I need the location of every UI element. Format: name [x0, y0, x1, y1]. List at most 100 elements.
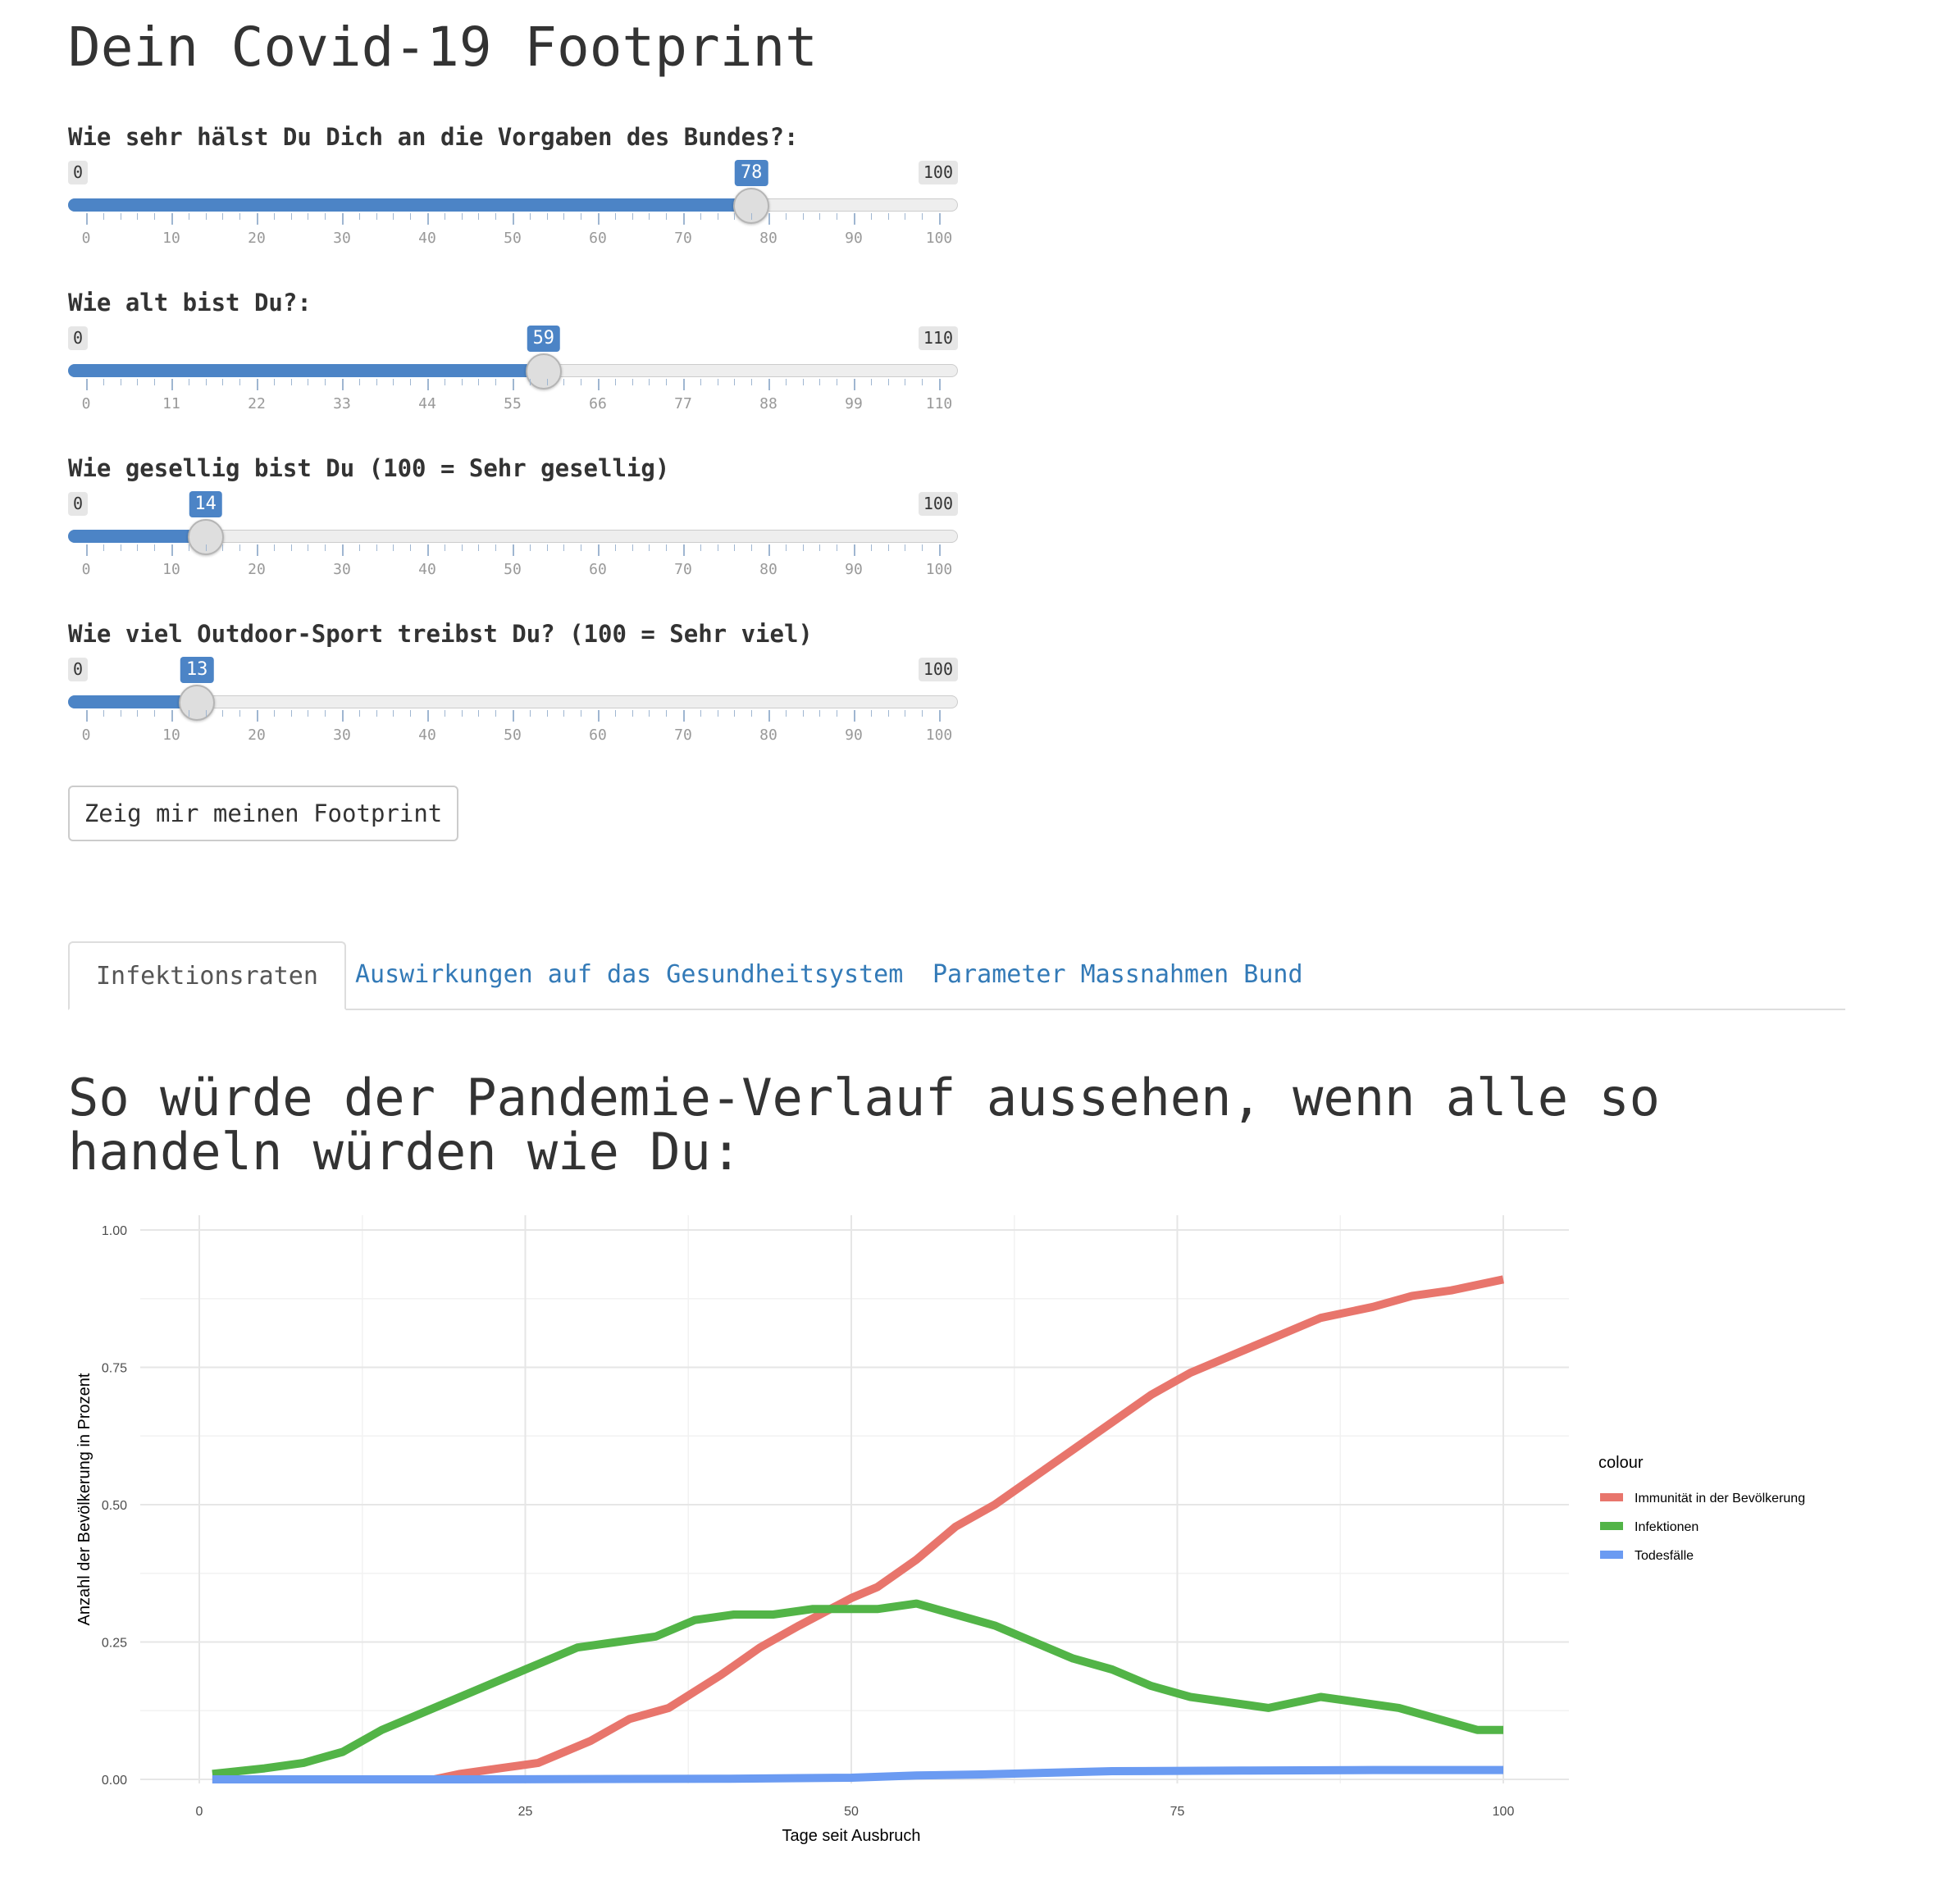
- slider-label: Wie gesellig bist Du (100 = Sehr geselli…: [68, 454, 670, 482]
- slider-minor-tick: [103, 379, 104, 385]
- slider-minor-tick: [154, 379, 156, 385]
- slider-2[interactable]: Wie alt bist Du?: 0 110 59 0 11 22 33 44 55 66 77 88…: [68, 289, 958, 436]
- slider-major-tick: [427, 213, 429, 225]
- slider-minor-tick: [922, 544, 923, 551]
- slider-handle[interactable]: [179, 685, 216, 721]
- slider-minor-tick: [461, 710, 463, 717]
- slider-minor-tick: [325, 379, 326, 385]
- slider-tick-label: 90: [845, 230, 863, 247]
- slider-tick-label: 33: [333, 395, 351, 412]
- slider-minor-tick: [478, 213, 480, 220]
- slider-minor-tick: [819, 544, 821, 551]
- slider-minor-tick: [802, 379, 804, 385]
- slider-tick-label: 77: [674, 395, 692, 412]
- slider-tick-label: 22: [248, 395, 266, 412]
- slider-tick-label: 100: [925, 561, 953, 578]
- slider-handle[interactable]: [525, 353, 562, 389]
- slider-major-tick: [513, 213, 514, 225]
- slider-minor-tick: [239, 544, 241, 551]
- slider-minor-tick: [546, 213, 548, 220]
- slider-major-tick: [854, 213, 855, 225]
- y-tick-label: 1.00: [102, 1224, 127, 1238]
- slider-minor-tick: [273, 544, 275, 551]
- slider-major-tick: [257, 710, 258, 722]
- x-tick-label: 25: [518, 1805, 533, 1819]
- slider-major-tick: [513, 379, 514, 390]
- slider-minor-tick: [154, 213, 156, 220]
- slider-tick-label: 50: [504, 727, 522, 744]
- slider-minor-tick: [700, 710, 701, 717]
- slider-minor-tick: [461, 544, 463, 551]
- slider-minor-tick: [785, 379, 787, 385]
- slider-minor-tick: [751, 710, 753, 717]
- slider-minor-tick: [273, 379, 275, 385]
- section-heading: So würde der Pandemie-Verlauf aussehen, …: [68, 1068, 1661, 1182]
- slider-minor-tick: [325, 710, 326, 717]
- slider-minor-tick: [649, 379, 650, 385]
- slider-minor-tick: [922, 213, 923, 220]
- tab-auswirkungen-gesundheitsystem[interactable]: Auswirkungen auf das Gesundheitsystem: [355, 960, 904, 989]
- slider-minor-tick: [734, 710, 736, 717]
- slider-minor-tick: [870, 544, 872, 551]
- show-footprint-button[interactable]: Zeig mir meinen Footprint: [68, 786, 458, 841]
- slider-tick-label: 11: [162, 395, 180, 412]
- slider-minor-tick: [751, 213, 753, 220]
- slider-tick-label: 0: [81, 395, 91, 412]
- slider-minor-tick: [614, 213, 616, 220]
- slider-minor-tick: [461, 213, 463, 220]
- slider-min-label: 0: [68, 492, 89, 516]
- slider-minor-tick: [546, 544, 548, 551]
- slider-minor-tick: [819, 710, 821, 717]
- slider-minor-tick: [529, 544, 531, 551]
- slider-label: Wie sehr hälst Du Dich an die Vorgaben d…: [68, 123, 799, 151]
- slider-major-tick: [598, 544, 600, 556]
- slider-major-tick: [86, 710, 88, 722]
- slider-minor-tick: [495, 213, 497, 220]
- slider-minor-tick: [154, 710, 156, 717]
- slider-minor-tick: [376, 213, 377, 220]
- slider-minor-tick: [137, 710, 139, 717]
- slider-major-tick: [683, 710, 685, 722]
- slider-max-label: 100: [918, 492, 958, 516]
- slider-minor-tick: [273, 213, 275, 220]
- slider-major-tick: [768, 544, 770, 556]
- slider-tick-label: 110: [925, 395, 953, 412]
- slider-tick-label: 10: [162, 230, 180, 247]
- slider-minor-tick: [563, 379, 565, 385]
- slider-tick-label: 100: [925, 230, 953, 247]
- slider-minor-tick: [273, 710, 275, 717]
- slider-3[interactable]: Wie gesellig bist Du (100 = Sehr geselli…: [68, 454, 958, 602]
- slider-4[interactable]: Wie viel Outdoor-Sport treibst Du? (100 …: [68, 620, 958, 768]
- slider-minor-tick: [666, 379, 668, 385]
- slider-minor-tick: [358, 379, 360, 385]
- slider-tick-label: 99: [845, 395, 863, 412]
- y-tick-label: 0.75: [102, 1362, 127, 1376]
- slider-minor-tick: [649, 213, 650, 220]
- x-axis-title: Tage seit Ausbruch: [782, 1827, 921, 1845]
- slider-minor-tick: [290, 710, 292, 717]
- slider-tick-label: 10: [162, 727, 180, 744]
- x-tick-label: 100: [1493, 1805, 1515, 1819]
- y-axis-title: Anzahl der Bevölkerung in Prozent: [75, 1373, 93, 1625]
- slider-major-tick: [427, 379, 429, 390]
- slider-minor-tick: [137, 379, 139, 385]
- slider-tick-label: 60: [589, 230, 607, 247]
- slider-major-tick: [342, 710, 344, 722]
- slider-tick-label: 70: [674, 727, 692, 744]
- slider-minor-tick: [376, 710, 377, 717]
- slider-major-tick: [342, 213, 344, 225]
- slider-1[interactable]: Wie sehr hälst Du Dich an die Vorgaben d…: [68, 123, 958, 271]
- slider-minor-tick: [358, 710, 360, 717]
- slider-minor-tick: [887, 379, 889, 385]
- series-line-3: [212, 1765, 1503, 1783]
- slider-major-tick: [683, 213, 685, 225]
- slider-major-tick: [86, 544, 88, 556]
- slider-tick-label: 80: [759, 561, 777, 578]
- legend-label-1: Immunität in der Bevölkerung: [1635, 1492, 1805, 1505]
- tab-infektionsraten[interactable]: Infektionsraten: [68, 941, 346, 1010]
- slider-major-tick: [854, 710, 855, 722]
- tab-parameter-massnahmen-bund[interactable]: Parameter Massnahmen Bund: [932, 960, 1303, 989]
- slider-tick-label: 80: [759, 727, 777, 744]
- slider-minor-tick: [546, 710, 548, 717]
- slider-minor-tick: [205, 710, 207, 717]
